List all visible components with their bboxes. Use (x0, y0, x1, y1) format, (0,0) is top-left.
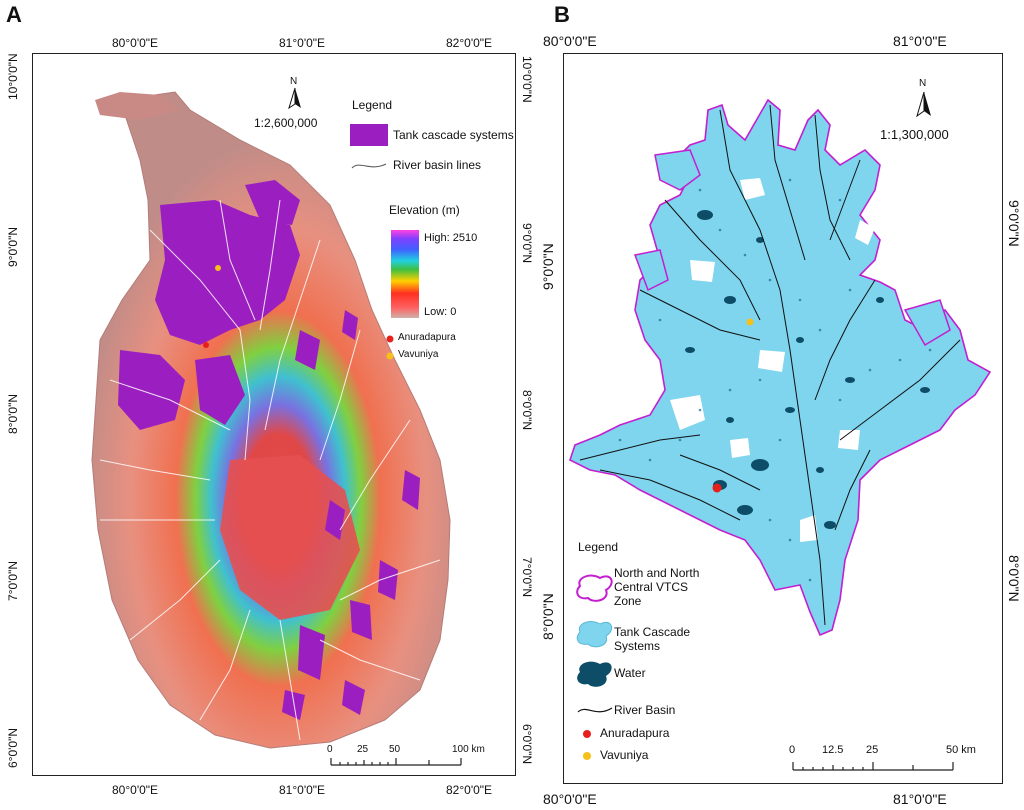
panel-b-bottom-tick-81e: 81°0'0"E (893, 791, 947, 807)
panel-b-legend-zone-line-2: Central VTCS (614, 580, 689, 594)
panel-a-right-tick-7n: 7°0'0"N (520, 557, 534, 598)
panel-b-left-tick-9n: 9°0'0"N (540, 243, 556, 290)
panel-a-scale-100: 100 km (452, 744, 485, 755)
panel-a-left-tick-9n: 9°0'0"N (6, 226, 20, 267)
panel-b-bottom-tick-80e: 80°0'0"E (543, 791, 597, 807)
panel-b-right-tick-9n: 9°0'0"N (1006, 200, 1022, 247)
panel-a-legend-vavuniya-label: Vavuniya (398, 349, 439, 360)
panel-b-scale-25: 25 (866, 744, 879, 756)
panel-a-legend-anuradapura-label: Anuradapura (398, 332, 456, 343)
panel-a-legend-tank-label: Tank cascade systems (393, 128, 514, 142)
panel-b-top-tick-81e: 81°0'0"E (893, 33, 947, 49)
panel-a-left-tick-6n: 6°0'0"N (6, 727, 20, 768)
panel-a-right-tick-9n: 9°0'0"N (520, 223, 534, 264)
panel-b-map-frame (563, 53, 1003, 784)
panel-b-legend-river-label: River Basin (614, 703, 676, 717)
panel-b-legend-title: Legend (578, 540, 619, 554)
panel-a-scale-0: 0 (327, 744, 333, 755)
panel-a-north-label: N (290, 76, 298, 87)
panel-a-left-tick-8n: 8°0'0"N (6, 393, 20, 434)
panel-b-legend-water-label: Water (614, 666, 646, 680)
panel-b-legend-anuradapura-label: Anuradapura (600, 726, 670, 740)
panel-b-scale-50: 50 km (946, 744, 976, 756)
panel-b-legend-zone-line-1: North and North (614, 566, 700, 580)
panel-a-elevation-high: High: 2510 (424, 232, 478, 244)
panel-a-top-tick-81e: 81°0'0"E (279, 36, 326, 50)
panel-a-bottom-tick-82e: 82°0'0"E (446, 783, 493, 797)
panel-b-scale-12-5: 12.5 (822, 744, 844, 756)
panel-a-elevation-low: Low: 0 (424, 306, 457, 318)
panel-b-left-tick-8n: 8°0'0"N (540, 593, 556, 640)
panel-b-legend-vavuniya-label: Vavuniya (600, 748, 649, 762)
panel-b-legend-zone-line-3: Zone (614, 594, 642, 608)
panel-b-north-label: N (919, 78, 927, 89)
panel-b-label: B (554, 2, 570, 27)
panel-a-top-tick-82e: 82°0'0"E (446, 36, 493, 50)
panel-b-right-tick-8n: 8°0'0"N (1006, 555, 1022, 602)
panel-a-elevation-title: Elevation (m) (389, 203, 460, 217)
panel-b-legend-tank-line-1: Tank Cascade (614, 625, 691, 639)
panel-a-bottom-tick-80e: 80°0'0"E (112, 783, 159, 797)
panel-b-legend-tank-label: Tank Cascade Systems (614, 625, 690, 653)
panel-b-scale-ratio: 1:1,300,000 (880, 127, 949, 142)
panel-a-scale-ratio: 1:2,600,000 (254, 116, 318, 130)
panel-b-legend-zone-label: North and North Central VTCS Zone (614, 566, 699, 608)
panel-b-top-tick-80e: 80°0'0"E (543, 33, 597, 49)
panel-a-scale-50: 50 (389, 744, 401, 755)
panel-a-right-tick-10n: 10°0'0"N (520, 56, 534, 103)
panel-b-scale-0: 0 (789, 744, 796, 756)
panel-a-legend-river-label: River basin lines (393, 158, 482, 172)
panel-a-bottom-tick-81e: 81°0'0"E (279, 783, 326, 797)
panel-a-map-frame (32, 53, 516, 776)
panel-a-legend-title: Legend (352, 98, 393, 112)
panel-a-left-tick-10n: 10°0'0"N (6, 53, 20, 100)
panel-b-legend-tank-line-2: Systems (614, 639, 661, 653)
panel-a-scale-25: 25 (357, 744, 369, 755)
panel-a-right-tick-6n: 6°0'0"N (520, 724, 534, 765)
panel-a-left-tick-7n: 7°0'0"N (6, 560, 20, 601)
panel-a-label: A (6, 2, 22, 27)
panel-a-right-tick-8n: 8°0'0"N (520, 390, 534, 431)
panel-a-top-tick-80e: 80°0'0"E (112, 36, 159, 50)
